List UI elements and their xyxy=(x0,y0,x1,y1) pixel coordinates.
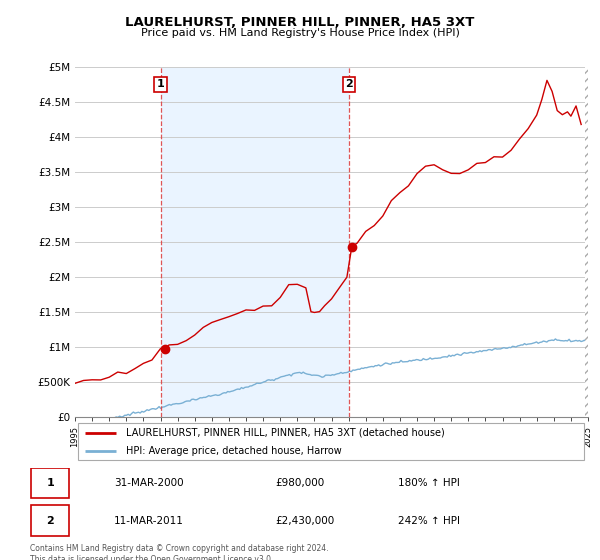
Text: £980,000: £980,000 xyxy=(275,478,325,488)
Text: £2,430,000: £2,430,000 xyxy=(275,516,335,525)
Text: 2: 2 xyxy=(345,80,352,90)
Text: 11-MAR-2011: 11-MAR-2011 xyxy=(114,516,184,525)
Bar xyxy=(161,67,349,417)
Text: Price paid vs. HM Land Registry's House Price Index (HPI): Price paid vs. HM Land Registry's House … xyxy=(140,28,460,38)
FancyBboxPatch shape xyxy=(77,423,584,460)
Text: LAURELHURST, PINNER HILL, PINNER, HA5 3XT (detached house): LAURELHURST, PINNER HILL, PINNER, HA5 3X… xyxy=(127,428,445,438)
Text: 180% ↑ HPI: 180% ↑ HPI xyxy=(398,478,460,488)
Text: HPI: Average price, detached house, Harrow: HPI: Average price, detached house, Harr… xyxy=(127,446,342,456)
Text: Contains HM Land Registry data © Crown copyright and database right 2024.
This d: Contains HM Land Registry data © Crown c… xyxy=(30,544,329,560)
Text: 242% ↑ HPI: 242% ↑ HPI xyxy=(398,516,460,525)
Text: 2: 2 xyxy=(46,516,54,525)
Text: LAURELHURST, PINNER HILL, PINNER, HA5 3XT: LAURELHURST, PINNER HILL, PINNER, HA5 3X… xyxy=(125,16,475,29)
Text: 1: 1 xyxy=(46,478,54,488)
Bar xyxy=(586,67,588,417)
FancyBboxPatch shape xyxy=(31,505,69,535)
Text: 1: 1 xyxy=(157,80,164,90)
Text: 31-MAR-2000: 31-MAR-2000 xyxy=(114,478,184,488)
FancyBboxPatch shape xyxy=(31,468,69,498)
Bar xyxy=(586,67,588,417)
